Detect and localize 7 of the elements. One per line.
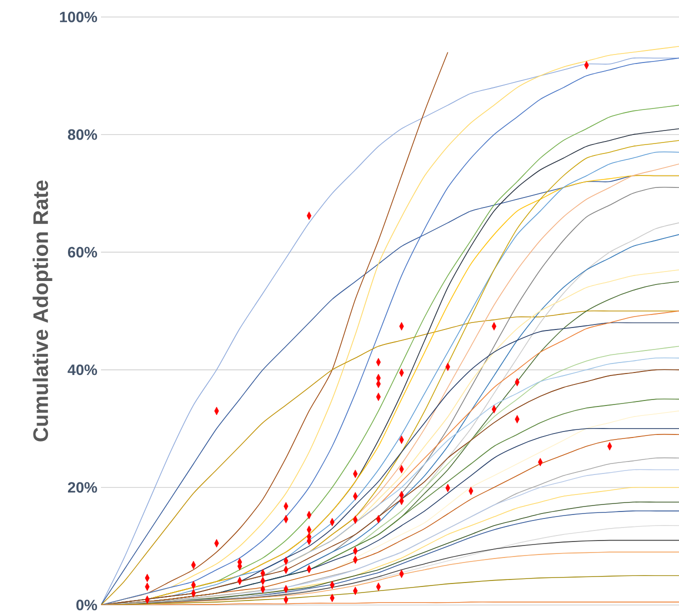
y-tick-label: 80% (68, 129, 98, 140)
y-tick-label: 60% (68, 246, 98, 258)
y-tick-label: 0% (76, 600, 98, 610)
y-tick-label: 20% (68, 482, 98, 493)
y-tick-label: 100% (60, 12, 98, 22)
y-tick-label: 40% (68, 364, 98, 376)
y-axis-title: Cumulative Adoption Rate (32, 180, 52, 442)
